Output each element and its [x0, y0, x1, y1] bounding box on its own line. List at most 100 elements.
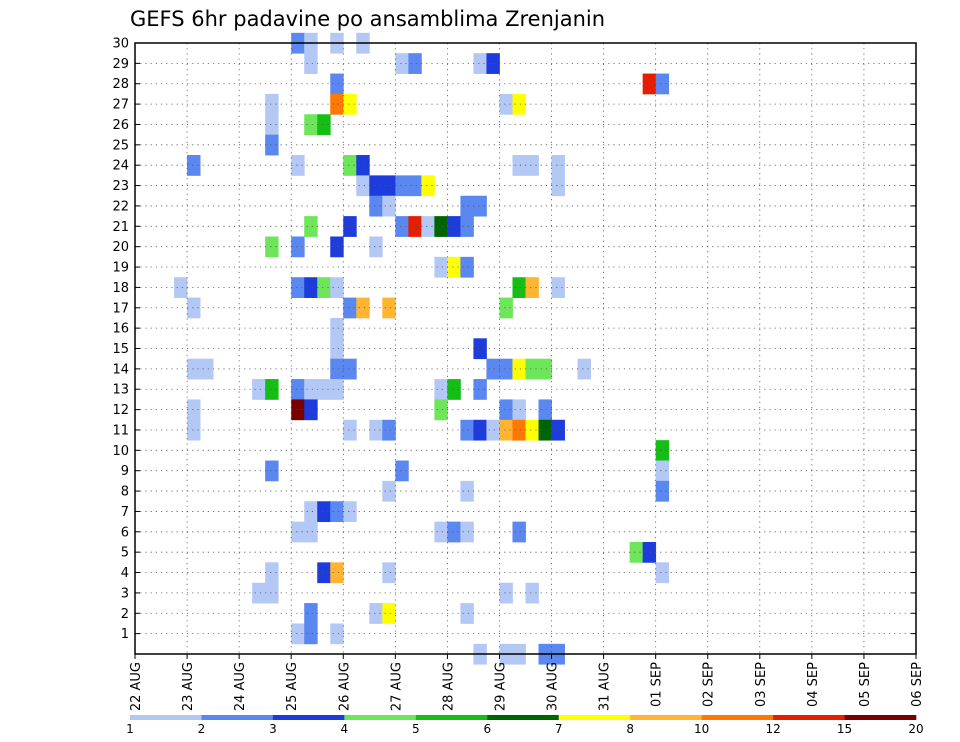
x-axis-labels: 22 AUG 23 AUG 24 AUG 25 AUG 26 AUG 27 AUG 28 A…: [129, 662, 925, 711]
colorbar-label: 15: [837, 722, 852, 736]
colorbar-segment: [630, 715, 702, 720]
heatmap-cell: [447, 521, 461, 543]
heatmap-cell: [447, 379, 461, 400]
heatmap-cell: [538, 358, 552, 380]
y-tick-label: 26: [112, 118, 129, 133]
colorbar-segment: [201, 715, 274, 720]
heatmap-cell: [187, 297, 201, 319]
y-tick-label: 2: [121, 607, 129, 622]
colorbar-label: 6: [483, 722, 491, 736]
heatmap-cell: [499, 358, 513, 380]
heatmap-cell: [330, 317, 344, 339]
colorbar-segment: [558, 715, 631, 720]
x-tick-label: 26 AUG: [337, 662, 352, 711]
heatmap-cell: [538, 419, 552, 441]
heatmap-cell: [317, 114, 331, 136]
heatmap-cell: [486, 419, 500, 441]
heatmap-cell: [434, 521, 448, 543]
colorbar-segment: [130, 715, 202, 720]
colorbar: [130, 715, 917, 720]
heatmap-cell: [551, 175, 565, 197]
heatmap-cell: [551, 277, 565, 298]
y-tick-label: 28: [112, 77, 129, 92]
heatmap-cell: [369, 603, 383, 624]
heatmap-cell: [330, 236, 344, 258]
axis-ticks: [134, 42, 917, 659]
y-tick-label: 20: [112, 240, 129, 255]
y-tick-label: 16: [112, 322, 129, 337]
heatmap-cell: [382, 562, 396, 584]
heatmap-cell: [356, 155, 370, 176]
heatmap-cell: [460, 480, 474, 502]
y-tick-label: 3: [121, 586, 129, 601]
heatmap-cell: [629, 541, 644, 563]
heatmap-cell: [525, 582, 539, 604]
heatmap-cell: [369, 419, 383, 441]
heatmap-cell: [382, 175, 396, 197]
colorbar-label: 12: [765, 722, 780, 736]
chart-title: GEFS 6hr padavine po ansamblima Zrenjani…: [130, 7, 605, 31]
heatmap-cell: [382, 195, 396, 217]
y-tick-label: 7: [121, 505, 129, 520]
heatmap-cell: [408, 175, 422, 197]
heatmap-cell: [304, 53, 318, 74]
heatmap-cell: [265, 379, 279, 400]
heatmap-cell: [343, 501, 357, 523]
colorbar-label: 3: [269, 722, 277, 736]
colorbar-segment: [487, 715, 560, 720]
heatmap-cell: [642, 73, 657, 95]
heatmap-cell: [538, 399, 552, 421]
y-tick-label: 22: [112, 199, 129, 214]
heatmap-cell: [642, 541, 657, 563]
heatmap-cell: [525, 277, 539, 298]
heatmap-cell: [512, 277, 526, 298]
x-tick-label: 28 AUG: [441, 662, 456, 711]
heatmap-cell: [486, 358, 500, 380]
heatmap-cell: [265, 114, 279, 136]
heatmap-cell: [187, 155, 201, 176]
heatmap-cell: [187, 399, 201, 421]
heatmap-cell: [421, 216, 435, 237]
heatmap-cell: [460, 195, 474, 217]
heatmap-cell: [343, 358, 357, 380]
y-tick-label: 27: [112, 98, 129, 113]
heatmap-cell: [512, 521, 526, 543]
heatmap-cell: [473, 53, 487, 74]
x-tick-label: 31 AUG: [598, 662, 613, 711]
heatmap-cell: [291, 236, 305, 258]
heatmap-cell: [512, 93, 526, 115]
heatmap-cell: [356, 297, 370, 319]
colorbar-label: 7: [555, 722, 563, 736]
y-tick-label: 11: [112, 423, 129, 438]
heatmap-cell: [343, 419, 357, 441]
heatmap-cell: [304, 603, 318, 624]
heatmap-cell: [395, 216, 409, 237]
y-tick-label: 15: [112, 342, 129, 357]
heatmap-cell: [304, 521, 318, 543]
heatmap-cell: [304, 379, 318, 400]
y-tick-label: 9: [121, 464, 129, 479]
heatmap-cell: [304, 399, 318, 421]
heatmap-cell: [551, 155, 565, 176]
x-tick-label: 24 AUG: [233, 662, 248, 711]
heatmap-cell: [655, 480, 670, 502]
heatmap-cell: [512, 419, 526, 441]
x-tick-label: 02 SEP: [702, 662, 717, 707]
heatmap-cell: [174, 277, 188, 298]
heatmap-cell: [317, 379, 331, 400]
heatmap-cell: [486, 53, 500, 74]
heatmap-cells: [174, 32, 670, 665]
colorbar-label: 20: [908, 722, 923, 736]
heatmap-cell: [460, 419, 474, 441]
heatmap-cell: [473, 379, 487, 400]
heatmap-cell: [525, 155, 539, 176]
heatmap-cell: [369, 175, 383, 197]
heatmap-cell: [434, 379, 448, 400]
heatmap-cell: [330, 277, 344, 298]
heatmap-cell: [408, 216, 422, 237]
heatmap-cell: [252, 582, 266, 604]
heatmap-cell: [551, 419, 565, 441]
heatmap-cell: [460, 216, 474, 237]
heatmap-cell: [434, 216, 448, 237]
heatmap-cell: [317, 562, 331, 584]
